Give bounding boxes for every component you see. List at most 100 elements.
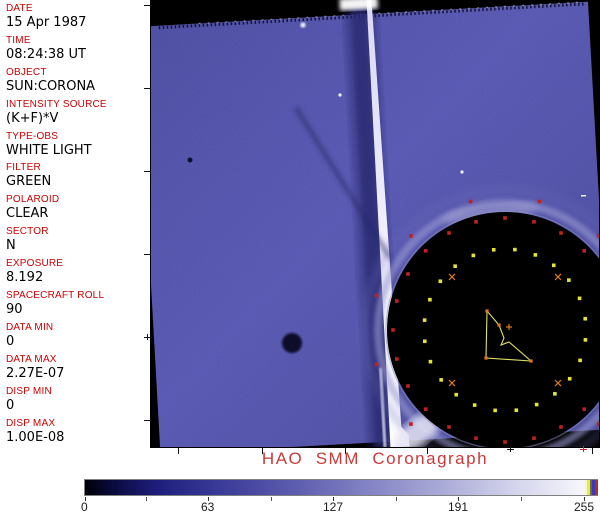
frame-tick-bottom: [345, 448, 346, 454]
fiducial-dot: [559, 425, 563, 429]
pylon-top-flare: [339, 0, 378, 11]
field-type-obs: TYPE-OBS WHITE LIGHT: [0, 131, 150, 163]
fiducial-dot: [597, 234, 600, 238]
frame-top-glint: [198, 1, 578, 25]
disk-rim: [385, 210, 600, 448]
fiducial-dot: [454, 392, 459, 397]
field-value: 15 Apr 1987: [6, 15, 87, 30]
field-label: SPACECRAFT ROLL: [6, 290, 105, 302]
frame-tick-left: [144, 254, 151, 255]
colorbar-label-63: 63: [201, 500, 215, 512]
field-data-max: DATA MAX 2.27E-07: [0, 354, 150, 386]
fiducial-dot: [439, 378, 443, 382]
frame-tick-left: [144, 420, 151, 421]
coronagraph-image: [150, 0, 600, 448]
colorbar-label-255: 255: [574, 500, 595, 512]
field-sector: SECTOR N: [0, 226, 150, 258]
fiducial-x-mark: [448, 379, 456, 387]
frame-tick-bottom: [427, 448, 428, 454]
field-polaroid: POLAROID CLEAR: [0, 194, 150, 226]
fiducial-dot: [453, 264, 457, 268]
field-label: POLAROID: [6, 194, 60, 206]
frame-tick-bottom: [178, 448, 179, 454]
fiducial-dot: [422, 339, 427, 344]
field-time: TIME 08:24:38 UT: [0, 35, 150, 67]
field-label: OBJECT: [6, 66, 47, 78]
fiducial-dot: [503, 440, 507, 444]
fiducial-dot: [447, 425, 451, 429]
fiducial-dot: [582, 407, 586, 411]
colorbar-stripe-yellow: [587, 480, 590, 495]
field-label: SECTOR: [6, 226, 49, 238]
field-disp-max: DISP MAX 1.00E-08: [0, 418, 150, 450]
fiducial-dot: [514, 408, 519, 413]
bright-speck: [300, 22, 306, 28]
annotation-polygon: [485, 309, 533, 362]
fiducial-dot: [582, 249, 586, 253]
field-label: FILTER: [6, 162, 41, 174]
field-disp-min: DISP MIN 0: [0, 386, 150, 418]
fiducial-dot: [578, 358, 582, 363]
field-label: DATE: [6, 3, 33, 14]
frame-tick-bottom: [262, 448, 263, 454]
field-object: OBJECT SUN:CORONA: [0, 67, 150, 99]
field-value: 90: [6, 302, 23, 318]
fiducial-dot: [374, 293, 379, 298]
fiducial-dot: [493, 408, 497, 413]
colorbar-stripe-green: [590, 480, 592, 495]
annotation-markers-layer: [484, 309, 533, 363]
fiducial-dot: [424, 407, 428, 411]
field-value: GREEN: [6, 174, 52, 190]
field-value: WHITE LIGHT: [6, 142, 92, 158]
diagonal-streak: [293, 106, 393, 260]
fiducial-dots-layer: [374, 199, 600, 444]
fiducial-x-mark: [554, 273, 562, 281]
fiducial-dot: [428, 359, 433, 364]
field-value: 08:24:38 UT: [6, 46, 86, 62]
colorbar-minor-tick: [521, 497, 522, 501]
frame-tick-left-plus: [147, 334, 148, 340]
red-plus-mark: [580, 449, 587, 450]
field-label: EXPOSURE: [6, 258, 64, 270]
annotation-vertex-marker: [497, 323, 501, 327]
annotation-vertex-marker: [529, 359, 533, 363]
field-label: INTENSITY SOURCE: [6, 98, 107, 110]
colorbar-tick: [458, 497, 459, 501]
field-spacecraft-roll: SPACECRAFT ROLL 90: [0, 290, 150, 322]
field-value: SUN:CORONA: [6, 78, 96, 94]
colorbar-stripe-paleyellow: [585, 480, 587, 495]
fiducial-dot: [474, 220, 478, 224]
annotation-vertex-marker: [484, 356, 488, 360]
fiducial-dot: [428, 297, 432, 302]
fiducial-dot: [409, 234, 413, 238]
colorbar-minor-tick: [146, 497, 147, 501]
colorbar-tick: [333, 497, 334, 501]
fiducial-dot: [553, 392, 557, 396]
field-value: 0: [6, 333, 15, 349]
fiducial-dot: [559, 231, 563, 235]
fiducial-dot: [503, 216, 507, 220]
fiducial-dot: [567, 278, 571, 282]
fiducial-dot: [395, 357, 399, 361]
frame-tick-bottom: [592, 448, 593, 454]
fiducial-x-mark: [554, 379, 562, 387]
field-label: DATA MAX: [6, 353, 57, 365]
bright-speck: [460, 170, 464, 174]
fiducial-dot: [409, 422, 413, 426]
frame-tick-bottom-plus: [507, 449, 514, 450]
field-value: N: [6, 238, 16, 254]
field-value: 8.192: [6, 270, 44, 286]
fiducial-dot: [406, 384, 410, 388]
colorbar-stripe-red: [595, 480, 598, 495]
colorbar-label-0: 0: [81, 500, 88, 512]
fiducial-dot: [422, 318, 427, 322]
disk-outer-glow: [360, 185, 600, 448]
fiducial-dot: [537, 199, 542, 204]
disk-glow-ring: [374, 199, 600, 448]
frame-tick-left: [144, 5, 151, 6]
field-value: (K+F)*V: [6, 110, 59, 126]
field-label: TYPE-OBS: [6, 130, 59, 142]
colorbar-minor-tick: [271, 497, 272, 501]
fiducial-dot: [532, 220, 536, 224]
